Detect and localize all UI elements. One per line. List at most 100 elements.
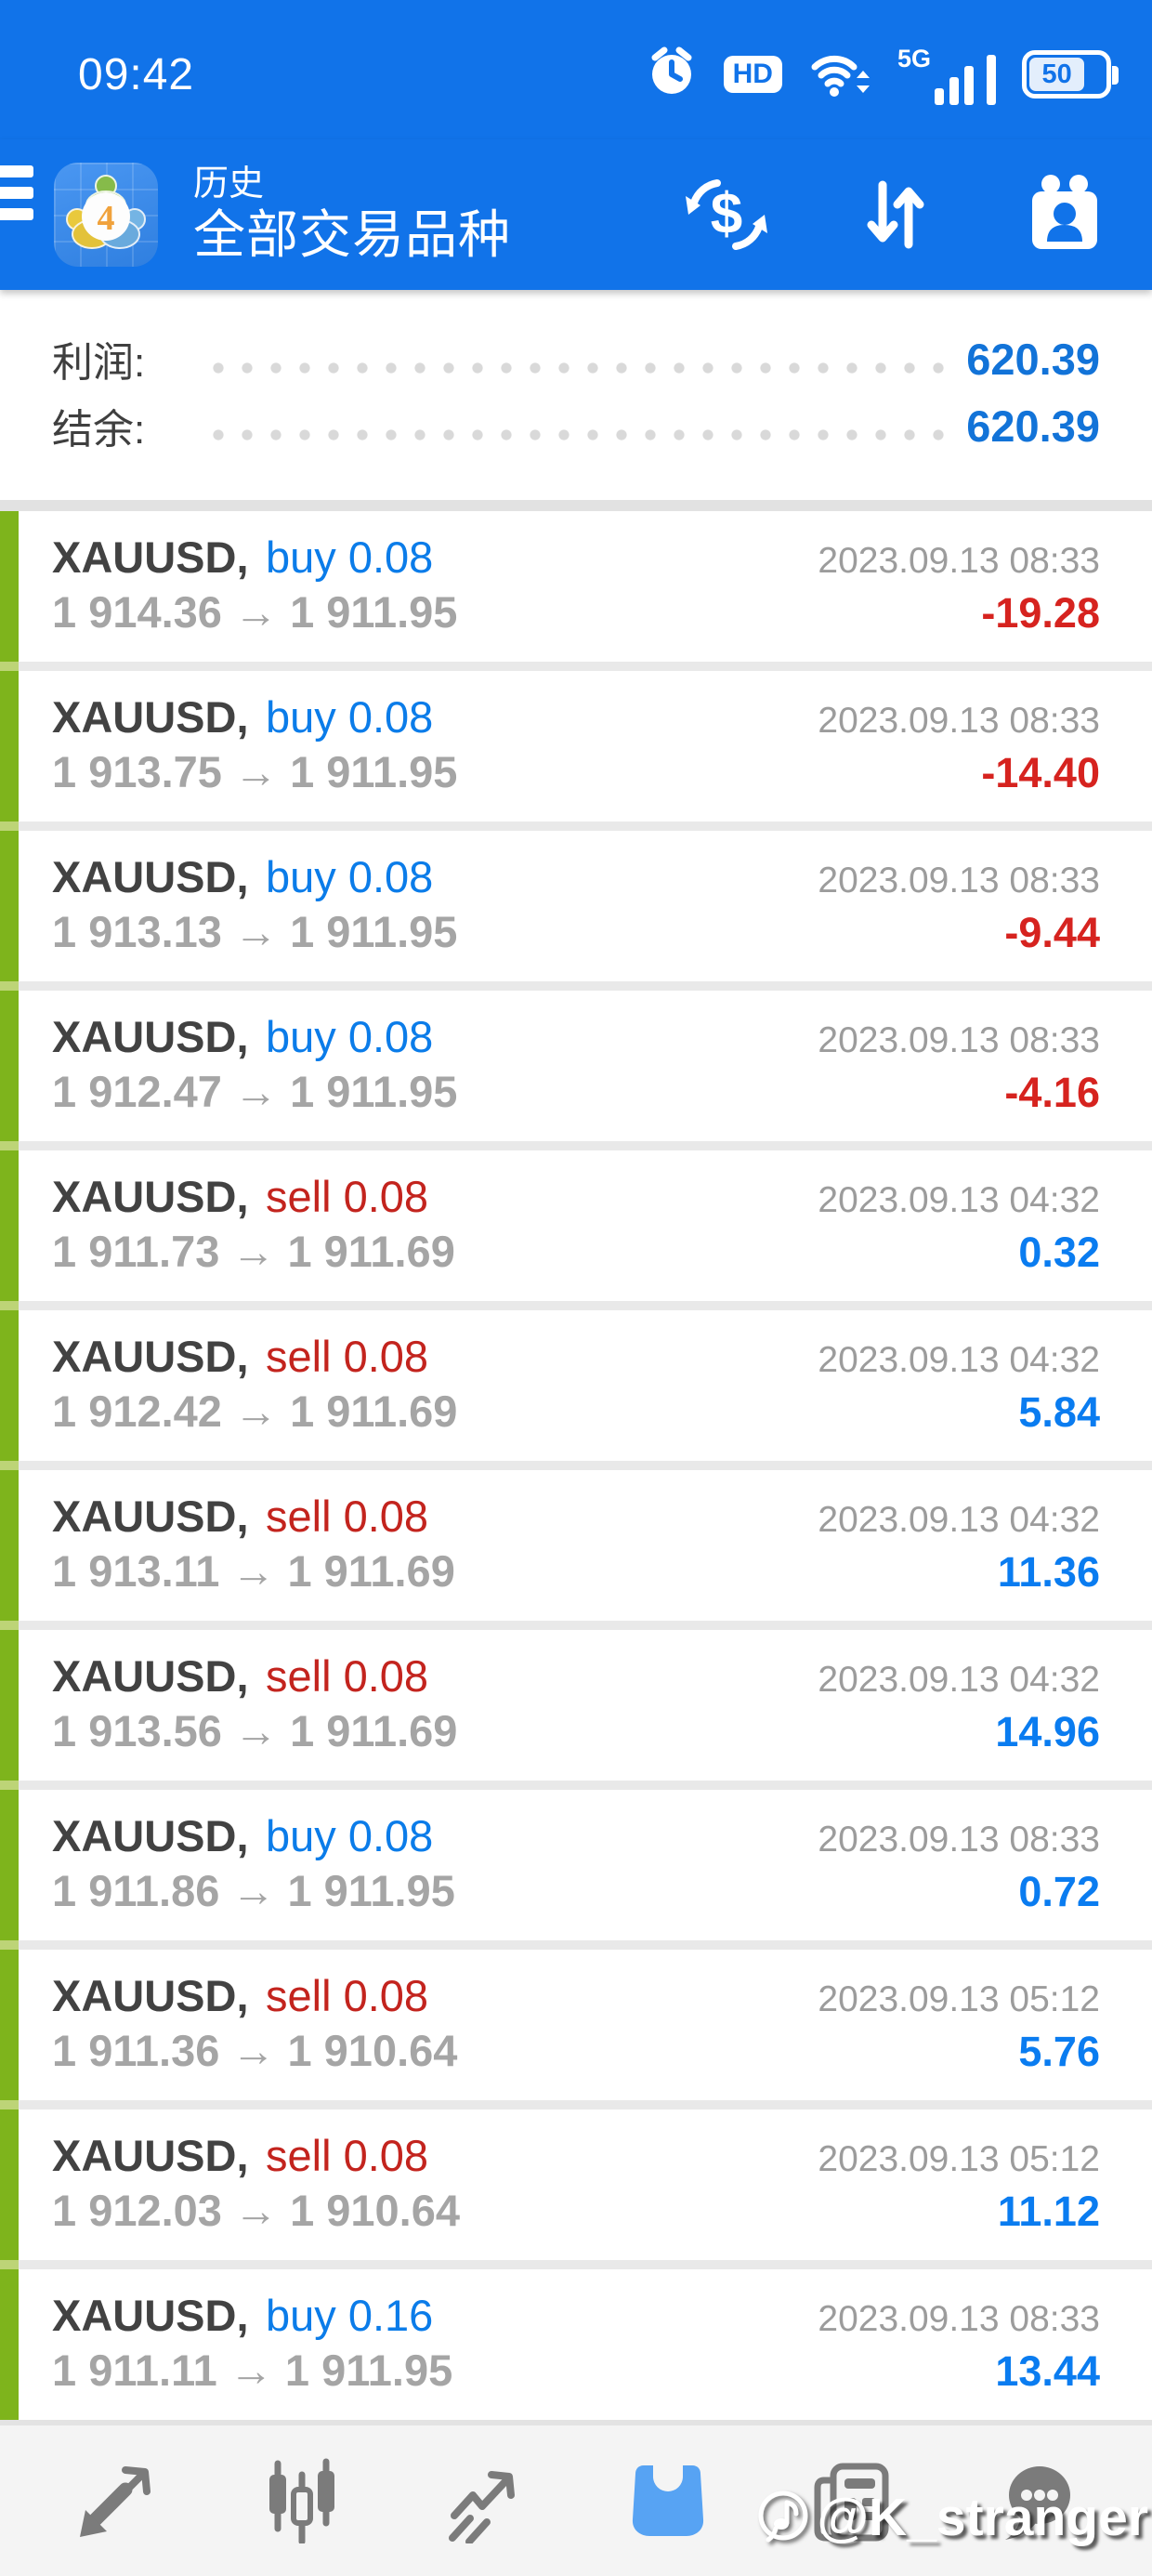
trade-side-volume: buy 0.16 <box>265 2291 434 2340</box>
trade-row[interactable]: XAUUSD, sell 0.08 2023.09.13 05:12 1 911… <box>19 1950 1152 2100</box>
trade-profit: 11.36 <box>997 1548 1100 1596</box>
currency-exchange-button[interactable]: $ <box>684 172 769 257</box>
header-titles: 历史 全部交易品种 <box>193 164 511 265</box>
toolbar-item-messages[interactable] <box>975 2445 1096 2556</box>
trade-profit: 0.32 <box>1018 1229 1100 1276</box>
hd-icon: HD <box>723 56 782 93</box>
wifi-icon <box>808 46 871 103</box>
balance-label: 结余: <box>52 407 146 453</box>
row-separator <box>0 2100 1152 2109</box>
trade-prices: 1 913.56 → 1 911.69 <box>52 1706 458 1755</box>
trade-profit: 0.72 <box>1018 1868 1100 1915</box>
toolbar-item-news[interactable] <box>792 2445 912 2556</box>
dollar-glyph: $ <box>711 182 742 246</box>
trade-side-volume: buy 0.08 <box>265 1811 434 1860</box>
summary-panel: 利润: 620.39 结余: 620.39 <box>0 290 1152 500</box>
trade-profit: -19.28 <box>981 589 1100 637</box>
trade-row[interactable]: XAUUSD, sell 0.08 2023.09.13 04:32 1 913… <box>19 1630 1152 1781</box>
trade-symbol: XAUUSD, <box>52 1811 249 1860</box>
menu-icon[interactable] <box>0 165 33 220</box>
row-separator <box>0 1301 1152 1310</box>
trade-side-volume: buy 0.08 <box>265 692 434 742</box>
balance-value: 620.39 <box>966 401 1100 451</box>
trade-symbol: XAUUSD, <box>52 1332 249 1381</box>
trade-row[interactable]: XAUUSD, sell 0.08 2023.09.13 05:12 1 912… <box>19 2109 1152 2260</box>
trade-row[interactable]: XAUUSD, buy 0.08 2023.09.13 08:33 1 913.… <box>19 671 1152 821</box>
trade-symbol: XAUUSD, <box>52 692 249 742</box>
trade-row[interactable]: XAUUSD, buy 0.08 2023.09.13 08:33 1 914.… <box>19 511 1152 662</box>
trade-side-volume: sell 0.08 <box>265 1172 429 1221</box>
trade-profit: 5.76 <box>1018 2028 1100 2075</box>
dotted-leader <box>212 361 954 375</box>
trade-datetime: 2023.09.13 08:33 <box>818 861 1100 900</box>
trade-side-volume: sell 0.08 <box>265 1492 429 1541</box>
trade-symbol: XAUUSD, <box>52 532 249 582</box>
row-separator <box>0 1621 1152 1630</box>
trade-list: XAUUSD, buy 0.08 2023.09.13 08:33 1 914.… <box>0 500 1152 2420</box>
app-header: 4 历史 全部交易品种 $ <box>0 139 1152 290</box>
trade-prices: 1 913.75 → 1 911.95 <box>52 747 458 796</box>
trade-row[interactable]: XAUUSD, sell 0.08 2023.09.13 04:32 1 911… <box>19 1150 1152 1301</box>
row-separator <box>0 981 1152 991</box>
trade-row[interactable]: XAUUSD, buy 0.08 2023.09.13 08:33 1 913.… <box>19 831 1152 981</box>
trade-row[interactable]: XAUUSD, buy 0.16 2023.09.13 08:33 1 911.… <box>19 2269 1152 2420</box>
trade-prices: 1 913.13 → 1 911.95 <box>52 907 458 956</box>
toolbar-item-history[interactable] <box>608 2445 728 2556</box>
bottom-toolbar <box>0 2420 1152 2576</box>
trade-symbol: XAUUSD, <box>52 1172 249 1221</box>
sort-button[interactable] <box>853 172 938 257</box>
watermark: @K_stranger <box>753 2487 1148 2548</box>
trade-prices: 1 913.11 → 1 911.69 <box>52 1546 455 1596</box>
trade-datetime: 2023.09.13 08:33 <box>818 1820 1100 1860</box>
trade-row[interactable]: XAUUSD, sell 0.08 2023.09.13 04:32 1 913… <box>19 1470 1152 1621</box>
trade-side-volume: sell 0.08 <box>265 1971 429 2020</box>
trade-datetime: 2023.09.13 04:32 <box>818 1180 1100 1220</box>
trade-prices: 1 911.36 → 1 910.64 <box>52 2026 458 2075</box>
row-separator <box>0 1781 1152 1790</box>
trade-prices: 1 911.86 → 1 911.95 <box>52 1866 455 1915</box>
trade-row[interactable]: XAUUSD, buy 0.08 2023.09.13 08:33 1 911.… <box>19 1790 1152 1940</box>
trade-datetime: 2023.09.13 08:33 <box>818 2299 1100 2339</box>
profit-summary-row: 利润: 620.39 <box>52 329 1100 388</box>
trade-symbol: XAUUSD, <box>52 1492 249 1541</box>
trade-datetime: 2023.09.13 04:32 <box>818 1660 1100 1700</box>
row-separator <box>0 662 1152 671</box>
toolbar-item-quotes[interactable] <box>56 2445 177 2556</box>
logo-badge-number: 4 <box>98 199 115 238</box>
trade-symbol: XAUUSD, <box>52 1971 249 2020</box>
period-calendar-button[interactable] <box>1022 172 1107 257</box>
toolbar-item-trade[interactable] <box>424 2445 544 2556</box>
trade-row[interactable]: XAUUSD, sell 0.08 2023.09.13 04:32 1 912… <box>19 1310 1152 1461</box>
trade-profit: 5.84 <box>1018 1388 1100 1436</box>
trade-datetime: 2023.09.13 08:33 <box>818 1020 1100 1060</box>
row-separator <box>0 821 1152 831</box>
trade-row[interactable]: XAUUSD, buy 0.08 2023.09.13 08:33 1 912.… <box>19 991 1152 1141</box>
trade-datetime: 2023.09.13 04:32 <box>818 1340 1100 1380</box>
balance-summary-row: 结余: 620.39 <box>52 396 1100 455</box>
music-note-icon <box>758 2491 808 2543</box>
trade-prices: 1 912.47 → 1 911.95 <box>52 1067 458 1116</box>
trade-side-volume: buy 0.08 <box>265 852 434 901</box>
trade-profit: -14.40 <box>981 749 1100 796</box>
toolbar-item-charts[interactable] <box>240 2445 360 2556</box>
trade-profit: -9.44 <box>1004 909 1100 956</box>
symbol-filter-title[interactable]: 全部交易品种 <box>193 204 511 264</box>
trade-profit: 11.12 <box>997 2188 1100 2235</box>
trade-side-volume: buy 0.08 <box>265 1012 434 1061</box>
trade-symbol: XAUUSD, <box>52 1651 249 1701</box>
trade-side-volume: sell 0.08 <box>265 2131 429 2180</box>
trade-side-volume: buy 0.08 <box>265 532 434 582</box>
trade-side-volume: sell 0.08 <box>265 1332 429 1381</box>
trade-prices: 1 911.73 → 1 911.69 <box>52 1227 455 1276</box>
trade-symbol: XAUUSD, <box>52 1012 249 1061</box>
trade-datetime: 2023.09.13 05:12 <box>818 2139 1100 2179</box>
signal-5g-icon: 5G <box>897 45 996 105</box>
list-separator <box>0 500 1152 511</box>
trade-profit: -4.16 <box>1004 1069 1100 1116</box>
trade-prices: 1 912.03 → 1 910.64 <box>52 2186 461 2235</box>
row-separator <box>0 1461 1152 1470</box>
page-title: 历史 <box>193 164 265 204</box>
trade-symbol: XAUUSD, <box>52 852 249 901</box>
profit-label: 利润: <box>52 340 146 386</box>
trade-prices: 1 912.42 → 1 911.69 <box>52 1387 458 1436</box>
